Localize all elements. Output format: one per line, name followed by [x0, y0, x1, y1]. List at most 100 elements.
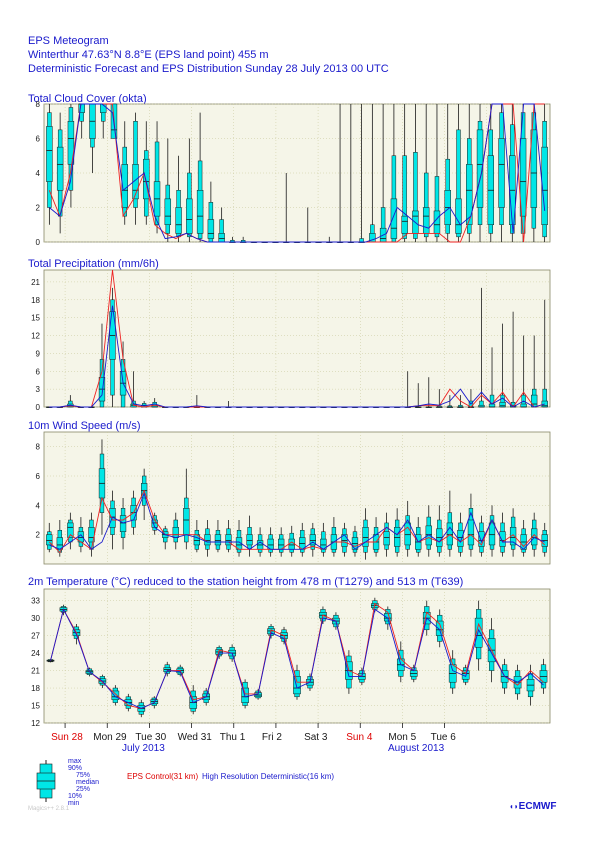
- y-tick-label: 9: [36, 349, 41, 358]
- box-p25-p75: [466, 164, 473, 225]
- y-tick-label: 15: [31, 702, 40, 711]
- box-p25-p75: [204, 534, 211, 546]
- y-tick-label: 4: [36, 501, 41, 510]
- legend-p75: 75%: [76, 772, 91, 779]
- box-p25-p75: [196, 190, 204, 234]
- legend-control: EPS Control(31 km): [127, 772, 199, 781]
- ecmwf-logo-text: ECMWF: [518, 801, 557, 812]
- month-label-july: July 2013: [122, 743, 165, 754]
- panel-frame: [43, 588, 551, 724]
- y-tick-label: 6: [36, 472, 41, 481]
- panel-title-cloud: Total Cloud Cover (okta): [28, 93, 147, 105]
- box-p25-p75: [362, 527, 369, 547]
- box-p25-p75: [433, 210, 441, 234]
- location-subtitle: Winterthur 47.63°N 8.8°E (EPS land point…: [28, 49, 269, 61]
- box-p25-p75: [164, 198, 172, 225]
- panel-title-wind: 10m Wind Speed (m/s): [28, 420, 141, 432]
- y-tick-label: 8: [36, 443, 41, 452]
- box-p25-p75: [467, 519, 475, 546]
- box-p10-p90: [423, 172, 429, 238]
- box-p25-p75: [46, 126, 53, 182]
- box-p25-p75: [476, 129, 484, 208]
- y-tick-label: 6: [36, 135, 41, 144]
- y-tick-label: 21: [31, 278, 40, 287]
- x-tick-label-day: Fri 2: [261, 732, 282, 743]
- box-p25-p75: [67, 522, 74, 538]
- box-p25-p75: [119, 515, 127, 532]
- box-p25-p75: [393, 527, 401, 547]
- y-tick-label: 12: [31, 332, 40, 341]
- box-p25-p75: [531, 528, 538, 546]
- y-tick-label: 33: [31, 597, 40, 606]
- x-tick-label-day: Tue 6: [430, 732, 456, 743]
- legend-median: median: [76, 779, 99, 786]
- box-p25-p75: [390, 198, 398, 239]
- box-p25-p75: [186, 198, 193, 234]
- box-p25-p75: [499, 401, 506, 408]
- box-p25-p75: [293, 676, 301, 695]
- y-tick-label: 15: [31, 314, 40, 323]
- box-p25-p75: [207, 219, 215, 239]
- box-p25-p75: [541, 146, 548, 225]
- box-p25-p75: [530, 129, 538, 208]
- y-tick-label: 3: [36, 385, 41, 394]
- panel-frame: [43, 431, 551, 565]
- box-p25-p75: [225, 534, 232, 546]
- box-p10-p90: [434, 176, 440, 238]
- box-p25-p75: [383, 531, 390, 546]
- box-p10-p90: [413, 152, 418, 239]
- series-line-hires: [49, 492, 545, 550]
- series-line-hires: [49, 103, 546, 243]
- magics-credit: Magics++ 2.8.1: [28, 806, 70, 812]
- chart-title: EPS Meteogram: [28, 35, 109, 47]
- box-p25-p75: [474, 617, 483, 648]
- box-p25-p75: [175, 207, 182, 234]
- box-p25-p75: [401, 215, 408, 234]
- y-tick-label: 30: [31, 614, 40, 623]
- y-tick-label: 8: [36, 100, 41, 109]
- y-tick-label: 0: [36, 403, 41, 412]
- box-p10-p90: [402, 155, 407, 239]
- box-p10-p90: [456, 129, 461, 238]
- box-p25-p75: [455, 198, 462, 234]
- box-p25-p75: [404, 522, 411, 546]
- box-p25-p75: [56, 146, 64, 191]
- legend-p25: 25%: [76, 786, 91, 793]
- legend-min: min: [68, 800, 80, 807]
- series-line-hires: [50, 608, 544, 709]
- box-p25-p75: [288, 538, 295, 550]
- y-tick-label: 21: [31, 667, 40, 676]
- y-tick-label: 0: [36, 238, 41, 247]
- box-p25-p75: [111, 690, 120, 700]
- panel-title-temperature: 2m Temperature (°C) reduced to the stati…: [28, 576, 464, 588]
- box-p25-p75: [425, 525, 432, 546]
- legend-p90: 90%: [68, 765, 83, 772]
- box-p25-p75: [183, 508, 190, 535]
- y-tick-label: 18: [31, 684, 40, 693]
- box-p25-p75: [46, 534, 53, 546]
- x-tick-label-day: Sun 4: [346, 732, 373, 743]
- y-tick-label: 6: [36, 367, 41, 376]
- box-p25-p75: [531, 394, 538, 408]
- box-p25-p75: [143, 158, 150, 200]
- box-p25-p75: [498, 138, 505, 208]
- box-p25-p75: [246, 534, 253, 546]
- legend-max: max: [68, 758, 82, 765]
- x-tick-label-day: Tue 30: [135, 732, 167, 743]
- box-p25-p75: [520, 403, 527, 408]
- y-tick-label: 2: [36, 204, 41, 213]
- box-p25-p75: [422, 207, 430, 234]
- y-tick-label: 27: [31, 632, 40, 641]
- series-line-hires: [49, 305, 545, 408]
- panel-frame: [43, 269, 551, 408]
- forecast-subtitle: Deterministic Forecast and EPS Distribut…: [28, 63, 389, 75]
- x-tick-label-day: Thu 1: [219, 732, 246, 743]
- box-p10-p90: [359, 238, 364, 243]
- legend-hires: High Resolution Deterministic(16 km): [202, 772, 335, 781]
- box-p25-p75: [519, 138, 527, 217]
- box-p25-p75: [435, 620, 444, 636]
- box-p25-p75: [132, 164, 139, 200]
- panel-title-precip: Total Precipitation (mm/6h): [28, 258, 159, 270]
- x-tick-label-day: Wed 31: [177, 732, 212, 743]
